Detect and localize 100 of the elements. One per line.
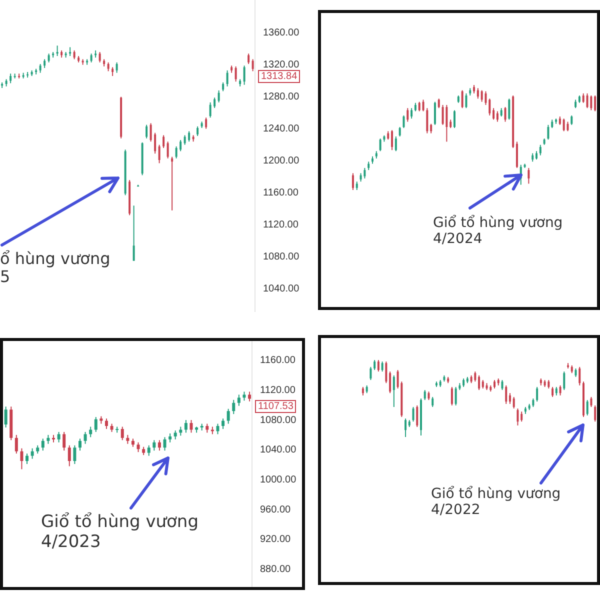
candlestick <box>391 130 394 151</box>
candlestick <box>504 106 506 122</box>
y-tick-label: 1000.00 <box>260 474 297 486</box>
candlestick <box>446 104 448 142</box>
candlestick <box>476 88 479 100</box>
candlestick <box>478 374 480 391</box>
candlestick <box>158 440 161 452</box>
candlestick <box>422 99 424 112</box>
candlestick <box>559 384 562 396</box>
candlestick <box>501 380 504 391</box>
candlestick <box>492 108 495 120</box>
candlestick <box>243 65 246 86</box>
candlestick <box>562 118 565 132</box>
candlestick <box>146 124 148 139</box>
y-tick-label: 1080.00 <box>260 414 297 426</box>
candlestick <box>508 392 511 404</box>
candlestick <box>98 52 101 63</box>
candlestick <box>465 92 468 109</box>
y-tick-label: 1360.00 <box>263 28 300 39</box>
candlestick <box>136 442 140 453</box>
candlestick <box>480 90 483 102</box>
candlestick <box>14 434 18 454</box>
candlestick <box>454 110 456 129</box>
candlestick <box>450 386 453 406</box>
candlestick <box>56 45 58 56</box>
candlestick <box>496 110 498 122</box>
candlestick <box>150 122 152 142</box>
candlestick <box>237 394 240 406</box>
candlestick <box>184 134 186 146</box>
candlestick <box>474 371 476 382</box>
candlestick <box>385 361 388 384</box>
candlestick <box>68 444 71 467</box>
y-tick-label: 1320.00 <box>263 60 300 71</box>
candlestick <box>374 360 376 371</box>
candlestick <box>214 97 216 108</box>
text: Giổ tổ hùng vương 4/2022 <box>431 486 561 518</box>
candlestick <box>184 420 188 434</box>
candlestick <box>590 396 592 408</box>
candlestick <box>248 53 250 64</box>
candlestick <box>594 95 596 112</box>
candlestick <box>412 406 414 422</box>
candlestick <box>516 408 519 426</box>
candlestick <box>232 399 236 415</box>
candlestick <box>528 167 530 184</box>
y-tick-label: 1120.00 <box>263 220 299 231</box>
candlestick <box>158 144 160 164</box>
candlestick <box>505 384 508 404</box>
candlestick <box>216 423 220 435</box>
candlestick <box>188 130 190 142</box>
candlestick <box>171 156 174 211</box>
candlestick <box>4 406 8 428</box>
candlestick <box>218 90 220 103</box>
annotation: Giổ tổ hùng vương 4/2023 <box>41 512 198 552</box>
candlestick <box>536 386 538 402</box>
y-tick-label: 920.00 <box>260 534 292 546</box>
candlestick <box>377 360 380 372</box>
candlestick <box>389 371 392 394</box>
candlestick <box>484 90 487 106</box>
candlestick <box>20 448 24 470</box>
candlestick <box>410 108 413 120</box>
candlestick <box>402 114 405 129</box>
text: Giổ tổ hùng vương 4/2024 <box>433 215 563 248</box>
y-tick-label: 960.00 <box>260 504 292 516</box>
candlestick <box>162 134 165 148</box>
y-tick-label: 880.00 <box>260 564 292 575</box>
candlestick <box>488 98 491 116</box>
y-tick-label: 1080.00 <box>263 252 300 263</box>
y-tick-label: 1280.00 <box>263 92 300 103</box>
candlestick <box>547 124 550 140</box>
candlestick <box>41 438 44 452</box>
candlestick <box>552 386 554 398</box>
candlestick <box>10 73 12 84</box>
candlestick <box>508 98 510 120</box>
candlestick <box>364 167 366 179</box>
candlestick <box>252 58 254 72</box>
annotation: ổ hùng vương 5 <box>0 249 110 287</box>
candlestick <box>147 444 150 456</box>
candlestick <box>166 141 169 159</box>
candlestick <box>163 436 166 452</box>
candlestick <box>104 418 108 430</box>
candlestick <box>512 396 515 410</box>
candlestick <box>578 366 581 386</box>
candlestick <box>84 431 87 444</box>
candlestick <box>152 440 156 452</box>
y-tick-label: 1160.00 <box>260 355 296 366</box>
candlestick <box>398 126 401 137</box>
candlestick <box>222 418 225 430</box>
candlestick <box>205 117 208 130</box>
candlestick <box>539 144 542 156</box>
candlestick <box>566 121 569 132</box>
candlestick <box>516 141 518 168</box>
candlestick <box>120 426 124 441</box>
candlestick <box>454 386 457 406</box>
candlestick <box>73 444 76 464</box>
candlestick <box>78 438 82 452</box>
candlestick <box>424 390 426 401</box>
candlestick <box>175 146 178 159</box>
candlestick <box>404 418 407 437</box>
candlestick <box>416 404 418 428</box>
candlestick <box>248 391 252 402</box>
